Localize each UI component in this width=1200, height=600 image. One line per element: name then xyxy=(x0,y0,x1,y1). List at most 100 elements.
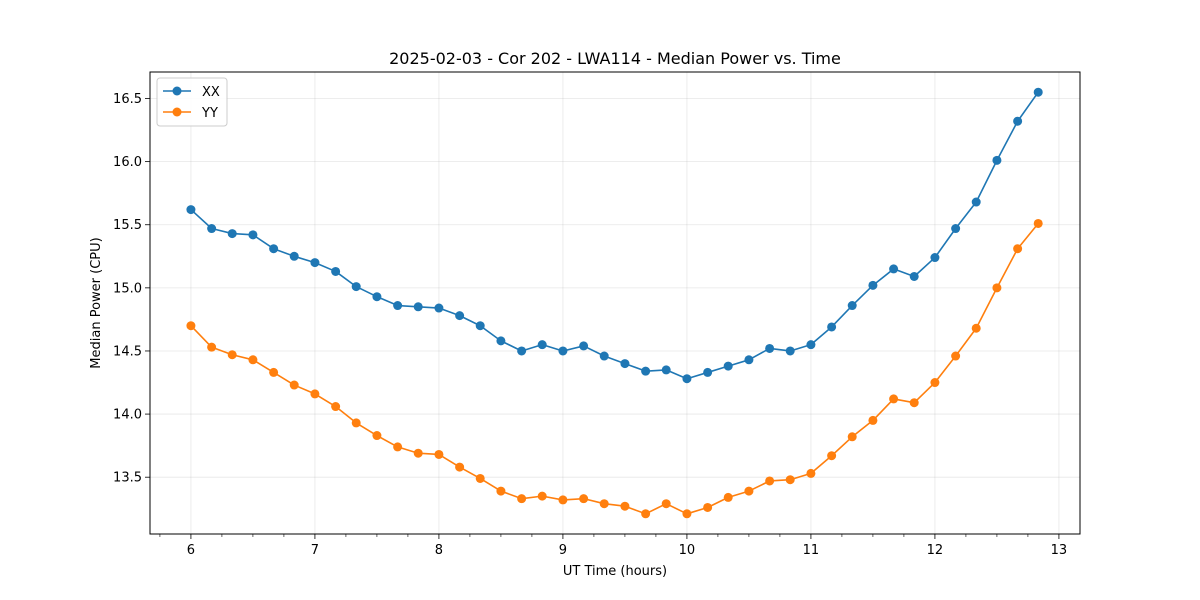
data-point-yy xyxy=(434,449,444,459)
data-point-yy xyxy=(682,509,692,519)
data-point-xx xyxy=(207,224,217,234)
data-point-xx xyxy=(641,366,651,376)
data-point-xx xyxy=(971,197,981,207)
data-point-yy xyxy=(599,499,609,509)
data-point-xx xyxy=(393,301,403,311)
data-point-xx xyxy=(765,343,775,353)
y-tick-label: 14.0 xyxy=(113,408,142,423)
data-point-xx xyxy=(661,365,671,375)
y-tick-label: 15.0 xyxy=(113,281,142,296)
y-tick-label: 16.0 xyxy=(113,155,142,170)
plot-frame xyxy=(149,71,1081,535)
data-point-xx xyxy=(744,355,754,365)
x-tick-label: 9 xyxy=(559,543,567,558)
data-point-xx xyxy=(496,336,506,346)
data-point-yy xyxy=(868,415,878,425)
data-point-xx xyxy=(289,251,299,261)
data-point-xx xyxy=(455,311,465,321)
data-point-yy xyxy=(372,431,382,441)
legend: XX YY xyxy=(156,77,228,127)
y-tick-label: 14.5 xyxy=(113,344,142,359)
data-point-yy xyxy=(765,476,775,486)
data-point-yy xyxy=(413,448,423,458)
data-point-yy xyxy=(1033,218,1043,228)
data-point-yy xyxy=(620,501,630,511)
data-point-xx xyxy=(372,292,382,302)
data-point-yy xyxy=(331,402,341,412)
data-point-yy xyxy=(227,350,237,360)
data-point-yy xyxy=(703,502,713,512)
data-point-xx xyxy=(227,229,237,239)
data-point-yy xyxy=(558,495,568,505)
data-point-yy xyxy=(186,321,196,331)
data-point-yy xyxy=(517,494,527,504)
data-point-xx xyxy=(620,359,630,369)
data-point-yy xyxy=(289,380,299,390)
y-axis-label: Median Power (CPU) xyxy=(89,237,104,368)
data-point-yy xyxy=(909,398,919,408)
data-point-yy xyxy=(310,389,320,399)
data-point-yy xyxy=(992,283,1002,293)
data-point-xx xyxy=(1013,116,1023,126)
data-point-xx xyxy=(806,340,816,350)
data-point-xx xyxy=(434,303,444,313)
data-point-yy xyxy=(1013,244,1023,254)
data-point-yy xyxy=(785,475,795,485)
data-point-yy xyxy=(723,492,733,502)
x-tick-label: 7 xyxy=(311,543,319,558)
series-yy xyxy=(186,218,1043,519)
data-point-xx xyxy=(248,230,258,240)
chart-title: 2025-02-03 - Cor 202 - LWA114 - Median P… xyxy=(389,49,841,68)
data-point-yy xyxy=(641,509,651,519)
data-point-yy xyxy=(207,342,217,352)
x-tick-label: 10 xyxy=(679,543,696,558)
x-axis-label: UT Time (hours) xyxy=(563,564,667,579)
data-point-yy xyxy=(951,351,961,361)
legend-label-yy: YY xyxy=(201,106,218,121)
data-point-xx xyxy=(847,301,857,311)
x-tick-label: 13 xyxy=(1051,543,1068,558)
y-tick-label: 16.5 xyxy=(113,92,142,107)
data-point-yy xyxy=(827,451,837,461)
data-point-yy xyxy=(475,473,485,483)
data-point-xx xyxy=(517,346,527,356)
data-point-xx xyxy=(992,155,1002,165)
data-point-yy xyxy=(579,494,589,504)
data-point-xx xyxy=(868,280,878,290)
plot-series xyxy=(186,87,1043,519)
data-point-yy xyxy=(930,378,940,388)
data-point-xx xyxy=(413,302,423,312)
data-point-yy xyxy=(496,486,506,496)
axis-ticks: 6 7 8 9 10 11 12 13 13.5 14.0 14.5 15.0 15.5 16.0 16.5 xyxy=(113,92,1067,558)
data-point-xx xyxy=(351,282,361,292)
data-point-yy xyxy=(971,323,981,333)
data-point-xx xyxy=(951,224,961,234)
data-point-xx xyxy=(889,264,899,274)
series-xx xyxy=(186,87,1043,384)
data-point-yy xyxy=(393,442,403,452)
data-point-xx xyxy=(537,340,547,350)
data-point-xx xyxy=(723,361,733,371)
data-point-yy xyxy=(744,486,754,496)
legend-label-xx: XX xyxy=(202,85,220,100)
data-point-yy xyxy=(661,499,671,509)
data-point-xx xyxy=(599,351,609,361)
data-point-yy xyxy=(847,432,857,442)
y-tick-label: 13.5 xyxy=(113,471,142,486)
data-point-xx xyxy=(682,374,692,384)
data-point-xx xyxy=(186,205,196,215)
y-tick-label: 15.5 xyxy=(113,218,142,233)
data-point-xx xyxy=(909,271,919,281)
x-tick-label: 11 xyxy=(803,543,820,558)
data-point-xx xyxy=(558,346,568,356)
data-point-xx xyxy=(1033,87,1043,97)
data-point-yy xyxy=(806,468,816,478)
data-point-yy xyxy=(455,462,465,472)
data-point-yy xyxy=(351,418,361,428)
x-tick-label: 6 xyxy=(187,543,195,558)
data-point-yy xyxy=(889,394,899,404)
x-tick-label: 8 xyxy=(435,543,443,558)
data-point-yy xyxy=(537,491,547,501)
data-point-xx xyxy=(930,253,940,263)
